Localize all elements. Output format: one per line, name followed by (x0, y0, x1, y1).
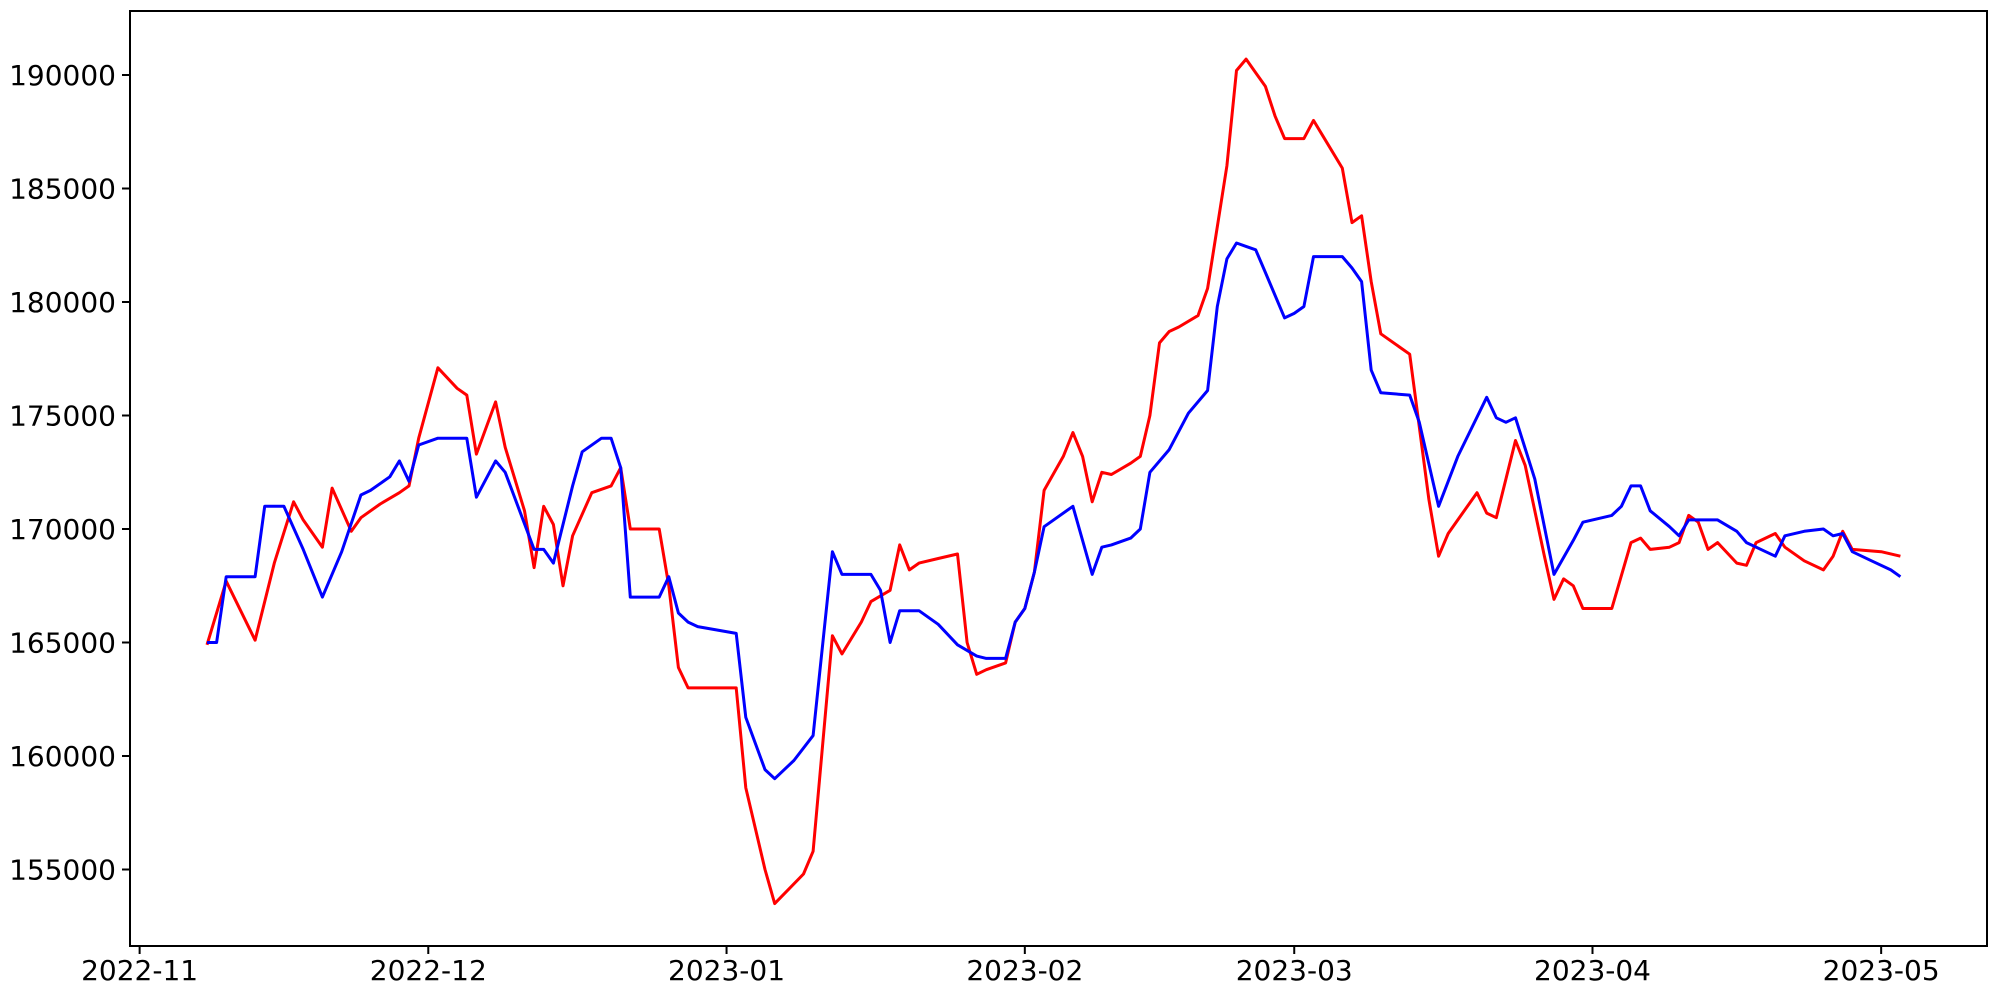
y-tick-label: 190000 (9, 59, 116, 92)
y-tick-label: 155000 (9, 854, 116, 887)
series_1_red-line (205, 57, 1901, 906)
series_2_blue-line (207, 241, 1902, 781)
y-tick-label: 185000 (9, 173, 116, 206)
x-tick-label: 2023-04 (1534, 954, 1651, 987)
y-tick-label: 175000 (9, 400, 116, 433)
y-tick-label: 165000 (9, 627, 116, 660)
x-tick-label: 2022-11 (81, 954, 198, 987)
x-tick-label: 2023-05 (1823, 954, 1940, 987)
x-tick-label: 2023-03 (1236, 954, 1353, 987)
x-tick-label: 2023-02 (966, 954, 1083, 987)
plot-border (129, 10, 1988, 947)
x-tick-label: 2023-01 (668, 954, 785, 987)
y-tick-label: 170000 (9, 513, 116, 546)
y-tick-label: 180000 (9, 286, 116, 319)
y-tick-label: 160000 (9, 740, 116, 773)
x-tick-label: 2022-12 (370, 954, 487, 987)
